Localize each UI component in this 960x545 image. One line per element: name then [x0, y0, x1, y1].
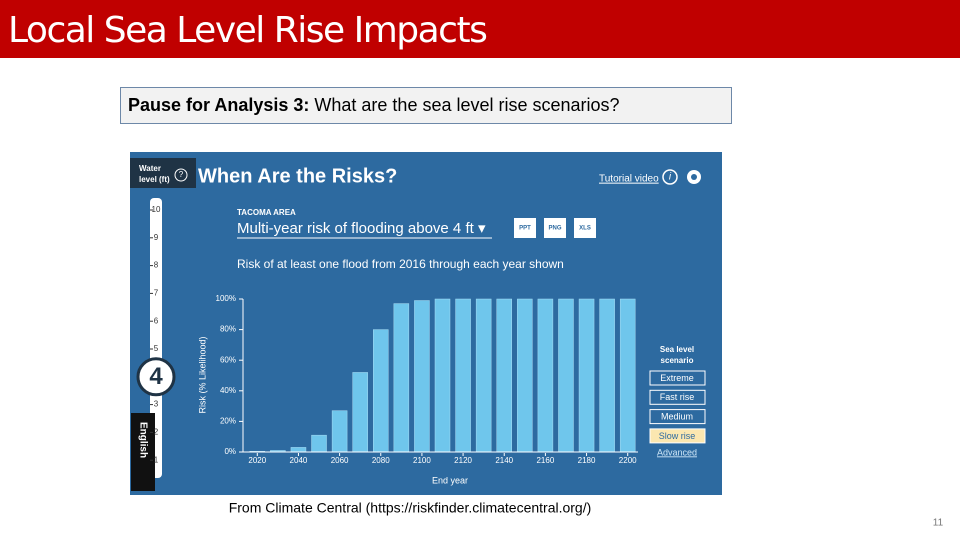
- bar: [373, 329, 389, 453]
- header-bar: [0, 0, 960, 58]
- x-tick-label: 2060: [331, 456, 349, 465]
- x-tick-label: 2020: [248, 456, 266, 465]
- widget-heading: When Are the Risks?: [198, 165, 397, 187]
- scenario-label: Extreme: [660, 373, 694, 383]
- language: English: [137, 422, 148, 458]
- scenario-label: Medium: [661, 411, 693, 421]
- bar: [578, 298, 595, 453]
- slider-level: 6: [154, 316, 159, 325]
- export-label: XLS: [579, 226, 591, 232]
- export-icon[interactable]: [544, 218, 566, 238]
- bar: [393, 303, 410, 453]
- slider-level: 9: [154, 233, 159, 242]
- bar: [619, 298, 636, 453]
- bar: [475, 298, 492, 453]
- x-tick-label: 2200: [619, 456, 637, 465]
- bar: [558, 298, 574, 453]
- slider-track[interactable]: [150, 198, 162, 478]
- language-tab[interactable]: [131, 413, 155, 491]
- y-tick-label: 20%: [220, 417, 236, 426]
- slider-handle[interactable]: [136, 357, 176, 397]
- y-tick-label: 60%: [220, 355, 236, 364]
- area: TACOMA AREA: [237, 208, 296, 217]
- export-label: PPT: [519, 226, 531, 232]
- slide-title: Local Sea Level Rise Impacts: [8, 10, 486, 51]
- help-text: ?: [179, 170, 184, 179]
- water-unit: level (ft): [139, 175, 170, 184]
- info-icon[interactable]: [662, 169, 678, 185]
- y-axis-label: Risk (% Likelihood): [197, 336, 207, 413]
- water-level-header: [130, 158, 196, 188]
- advanced-link[interactable]: Advanced: [657, 447, 697, 457]
- prompt-text: What are the sea level rise scenarios?: [314, 95, 619, 115]
- water-label: Water: [139, 164, 161, 173]
- tutorial-link[interactable]: Tutorial video: [599, 174, 659, 185]
- bar: [434, 298, 451, 453]
- settings-hole: [691, 174, 697, 180]
- bar: [311, 434, 327, 453]
- x-tick-label: 2140: [495, 456, 513, 465]
- bar: [496, 298, 512, 453]
- help-icon[interactable]: [174, 168, 188, 182]
- menu-title[interactable]: Multi-year risk of flooding above 4 ft ▾: [237, 220, 486, 237]
- bar: [331, 410, 348, 453]
- export-label: PNG: [548, 226, 561, 232]
- x-axis-label: End year: [432, 475, 468, 485]
- slider-level: 1: [154, 455, 159, 464]
- slider-level: 2: [154, 428, 159, 437]
- scenario-label: Fast rise: [660, 392, 695, 402]
- bar: [290, 447, 307, 453]
- export-icon[interactable]: [514, 218, 536, 238]
- slider-level: 5: [154, 344, 159, 353]
- prompt: Pause for Analysis 3: What are the sea le…: [128, 95, 620, 115]
- y-tick-label: 80%: [220, 325, 236, 334]
- x-tick-label: 2040: [290, 456, 308, 465]
- scenario-label: Slow rise: [659, 431, 696, 441]
- y-tick-label: 40%: [220, 386, 236, 395]
- bar: [352, 372, 368, 453]
- slider-level: 7: [154, 289, 159, 298]
- y-tick-label: 0%: [224, 447, 236, 456]
- export-icon[interactable]: [574, 218, 596, 238]
- x-tick-label: 2080: [372, 456, 390, 465]
- info-text: i: [669, 172, 672, 183]
- scenario-title: scenario: [661, 356, 694, 365]
- scenario-button[interactable]: [649, 370, 706, 386]
- bar: [414, 300, 430, 453]
- scenario-button[interactable]: [649, 389, 706, 405]
- slider-level: 8: [154, 261, 159, 270]
- prompt-box: [120, 87, 732, 124]
- x-tick-label: 2120: [454, 456, 472, 465]
- slider-value: 4: [149, 363, 163, 390]
- scenario-title: Sea level: [660, 345, 694, 354]
- x-tick-label: 2160: [536, 456, 554, 465]
- x-tick-label: 2180: [578, 456, 596, 465]
- bar: [599, 298, 615, 453]
- caption: From Climate Central (https://riskfinder…: [229, 500, 592, 516]
- chart-subtitle: Risk of at least one flood from 2016 thr…: [237, 257, 564, 271]
- slider-level: 10: [152, 205, 161, 214]
- scenario-button[interactable]: [649, 409, 706, 425]
- prompt-lead: Pause for Analysis 3:: [128, 95, 309, 115]
- bar: [517, 298, 533, 453]
- page-number: 11: [933, 518, 944, 529]
- bar: [455, 298, 471, 453]
- bar: [537, 298, 554, 453]
- slider-level: 3: [154, 400, 159, 409]
- y-tick-label: 100%: [216, 294, 236, 303]
- x-tick-label: 2100: [413, 456, 431, 465]
- scenario-button[interactable]: [649, 428, 706, 444]
